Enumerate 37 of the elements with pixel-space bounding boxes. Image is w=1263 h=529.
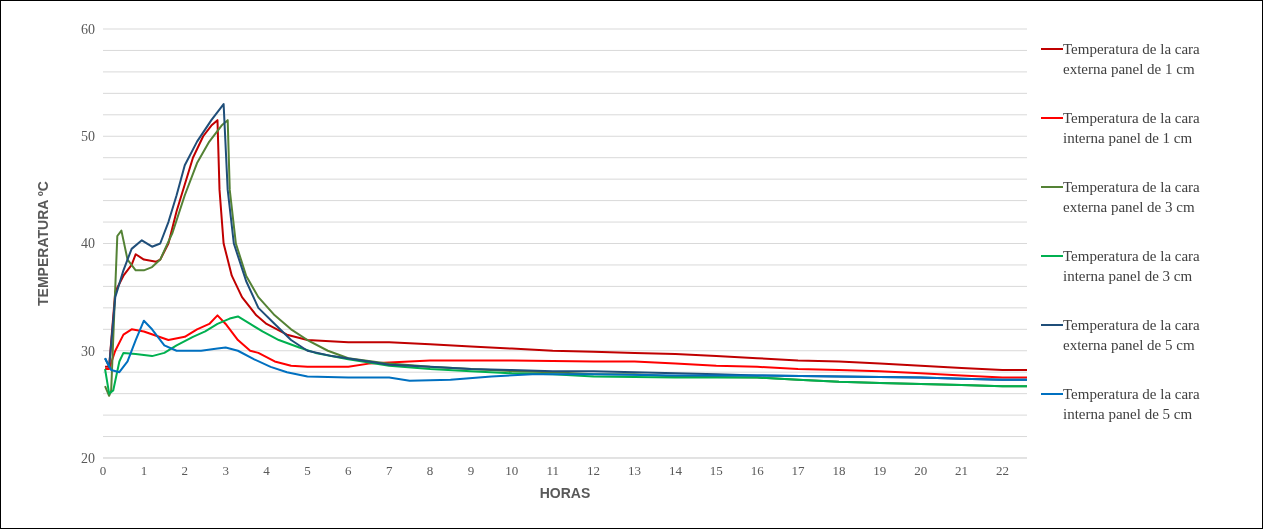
x-tick-label: 10 [505, 463, 519, 479]
x-axis-title: HORAS [539, 485, 591, 501]
x-tick-label: 8 [426, 463, 434, 479]
legend-label: Temperatura de la cara externa panel de 1 cm [1063, 40, 1201, 79]
x-tick-label: 2 [181, 463, 189, 479]
x-tick-label: 12 [587, 463, 601, 479]
x-tick-label: 4 [263, 463, 271, 479]
x-tick-label: 1 [140, 463, 148, 479]
y-tick-label: 60 [81, 21, 95, 37]
x-tick-label: 3 [222, 463, 229, 479]
x-tick-label: 20 [914, 463, 928, 479]
x-tick-label: 15 [709, 463, 723, 479]
x-tick-label: 16 [750, 463, 765, 479]
x-tick-label: 0 [99, 463, 107, 479]
x-tick-label: 19 [873, 463, 887, 479]
legend-label: Temperatura de la cara externa panel de 5 cm [1063, 316, 1201, 355]
x-tick-label: 21 [955, 463, 969, 479]
y-tick-label: 30 [81, 343, 95, 359]
x-tick-label: 11 [546, 463, 559, 479]
legend-label: Temperatura de la cara externa panel de 3 cm [1063, 178, 1201, 217]
legend-label: Temperatura de la cara interna panel de 3 cm [1063, 247, 1201, 286]
legend-label: Temperatura de la cara interna panel de 5 cm [1063, 385, 1201, 424]
x-tick-label: 18 [832, 463, 846, 479]
y-tick-label: 40 [81, 236, 95, 252]
x-tick-label: 14 [668, 463, 683, 479]
x-tick-label: 5 [304, 463, 311, 479]
x-tick-label: 7 [385, 463, 393, 479]
x-tick-label: 6 [345, 463, 353, 479]
x-tick-label: 13 [628, 463, 641, 479]
y-tick-label: 50 [81, 129, 95, 145]
legend-label: Temperatura de la cara interna panel de 1 cm [1063, 109, 1201, 148]
x-tick-label: 17 [791, 463, 806, 479]
x-tick-label: 22 [995, 463, 1009, 479]
y-tick-label: 20 [81, 450, 95, 466]
y-axis-title: TEMPERATURA ºC [34, 181, 51, 306]
x-tick-label: 9 [467, 463, 475, 479]
line-series [104, 315, 1027, 395]
